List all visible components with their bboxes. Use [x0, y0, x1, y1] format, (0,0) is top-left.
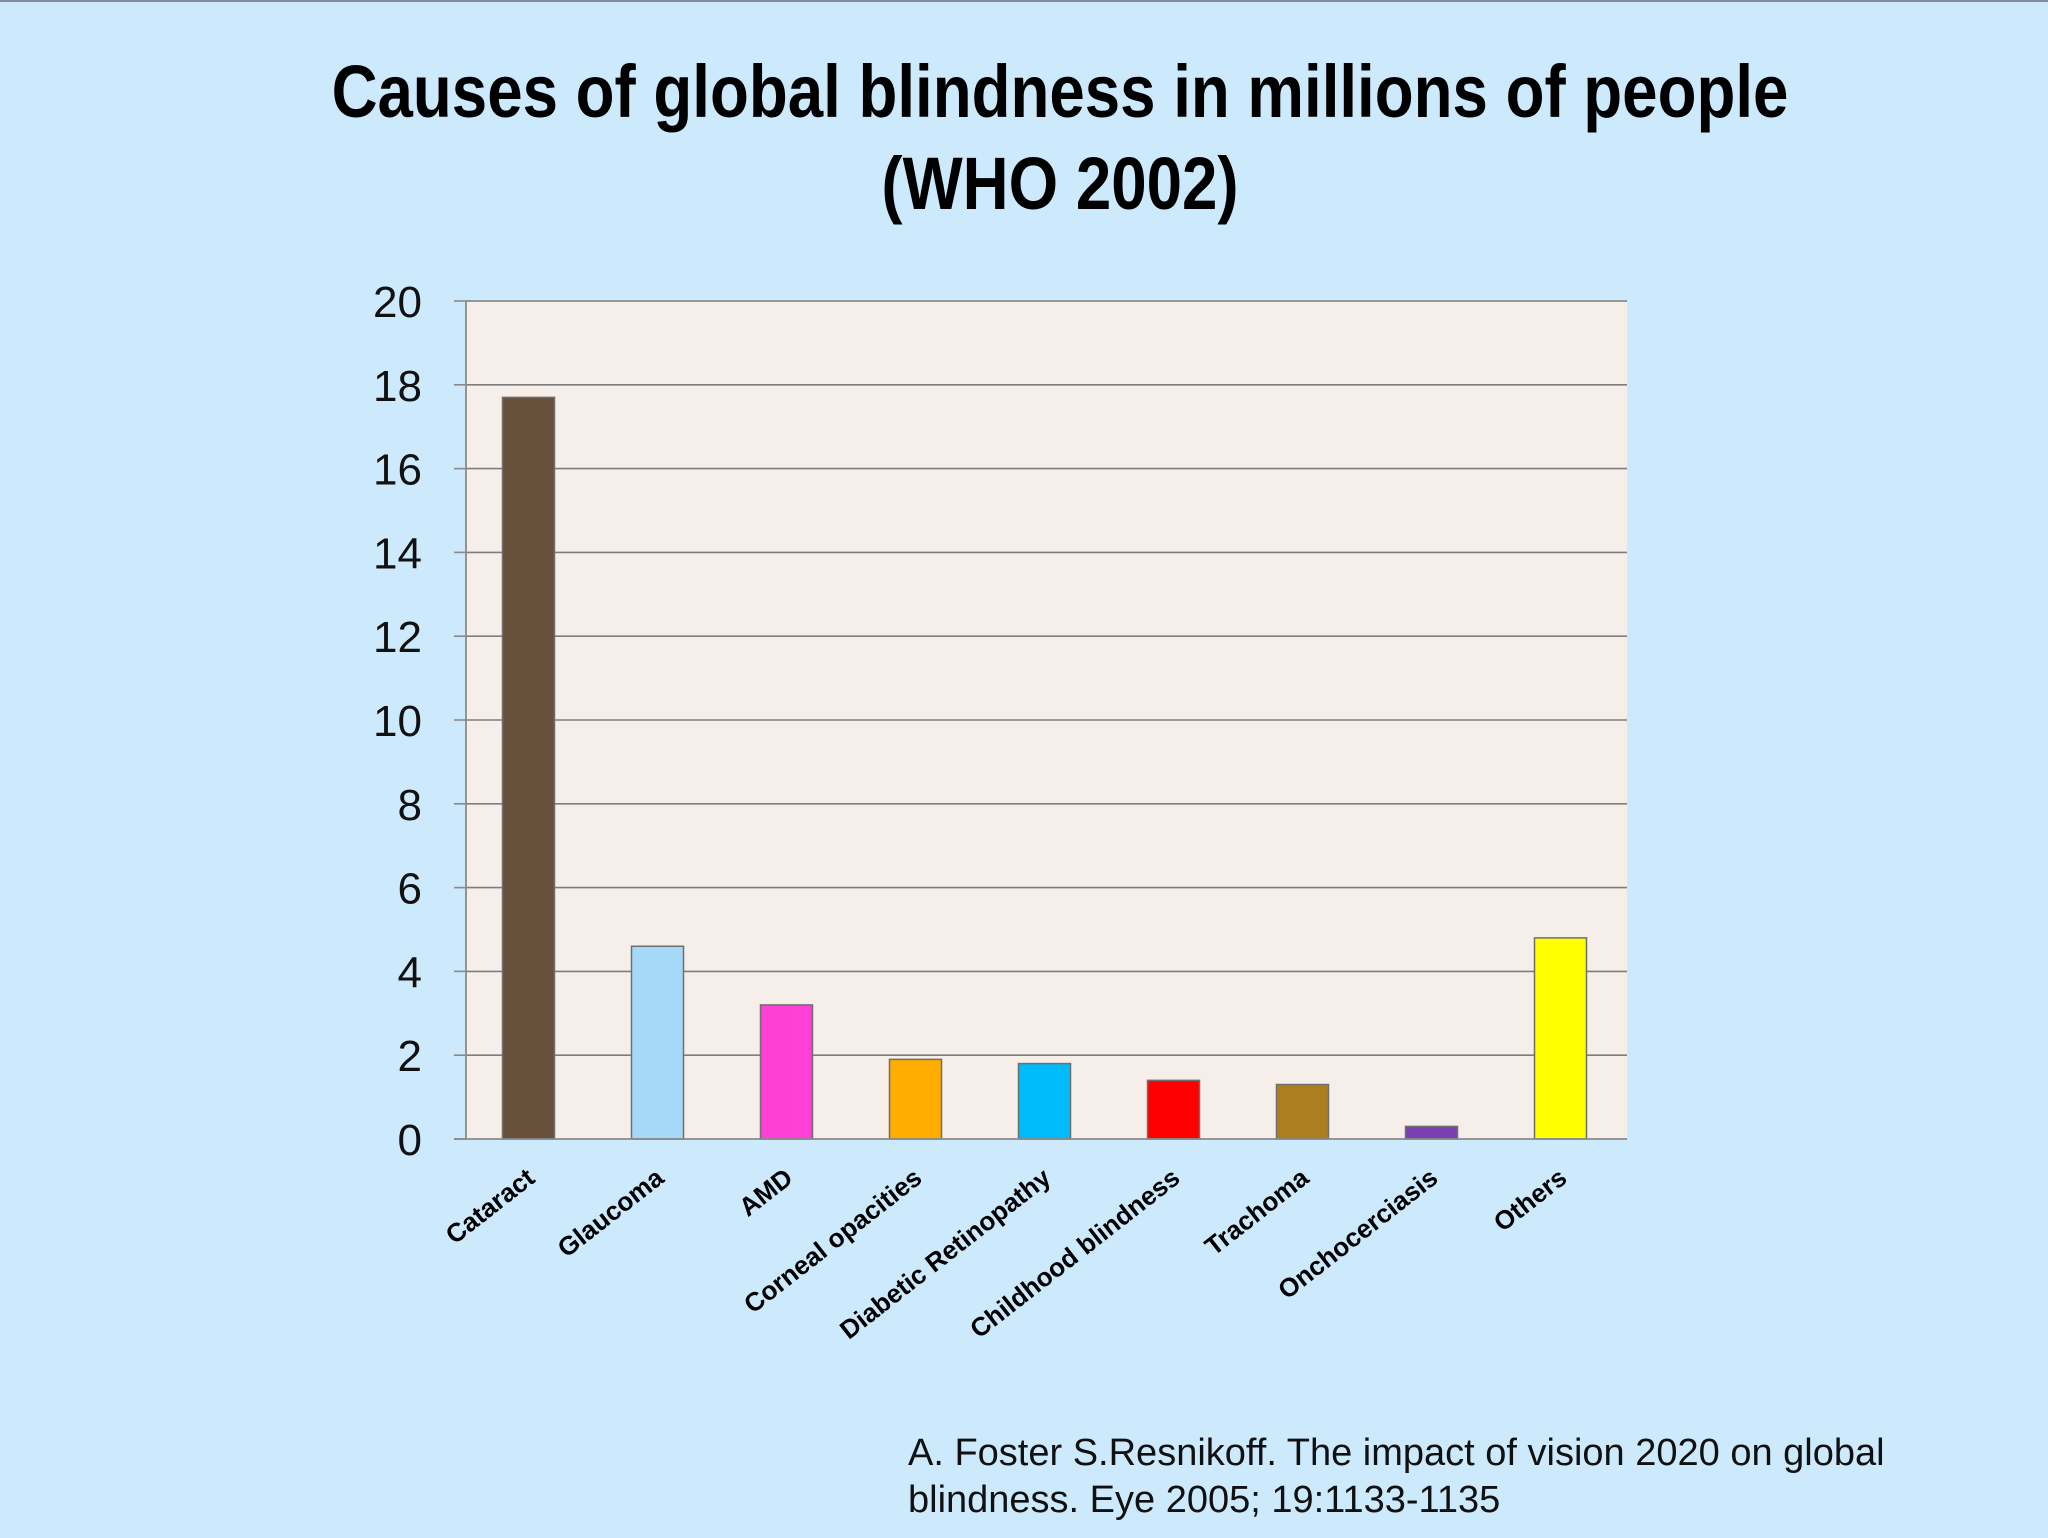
- axes: [454, 300, 1627, 1140]
- page-title: Causes of global blindness in millions o…: [148, 46, 1971, 230]
- title-line-2: (WHO 2002): [881, 142, 1239, 225]
- bar-corneal-opacities: [888, 1058, 943, 1140]
- y-tick-label: 16: [373, 446, 422, 495]
- x-tick-label: Cataract: [440, 1162, 541, 1250]
- x-tick-label: Childhood blindness: [964, 1162, 1185, 1344]
- bar-childhood-blindness: [1146, 1079, 1201, 1140]
- x-tick-label: AMD: [733, 1162, 798, 1222]
- citation: A. Foster S.Resnikoff. The impact of vis…: [908, 1430, 2028, 1524]
- bar-others: [1533, 937, 1588, 1140]
- y-tick-label: 0: [398, 1116, 422, 1165]
- bar-cataract: [501, 396, 556, 1140]
- bar-trachoma: [1275, 1083, 1330, 1140]
- citation-line-2: blindness. Eye 2005; 19:1133-1135: [908, 1479, 1501, 1521]
- x-tick-label: Trachoma: [1199, 1162, 1315, 1262]
- bar-diabetic-retinopathy: [1017, 1062, 1072, 1140]
- y-tick-label: 4: [398, 948, 422, 997]
- y-tick-label: 2: [398, 1032, 422, 1081]
- y-tick-label: 10: [373, 697, 422, 746]
- x-tick-label: Others: [1488, 1162, 1573, 1237]
- y-tick-label: 6: [398, 865, 422, 914]
- x-tick-label: Glaucoma: [552, 1162, 670, 1263]
- bar-amd: [759, 1004, 814, 1140]
- y-tick-label: 20: [373, 278, 422, 327]
- bars: [501, 396, 1588, 1140]
- y-tick-labels: 0 2 4 6 8 10 12 14 16 18 20: [373, 278, 422, 1165]
- title-line-1: Causes of global blindness in millions o…: [331, 50, 1789, 133]
- y-tick-label: 18: [373, 362, 422, 411]
- bar-glaucoma: [630, 945, 685, 1140]
- y-tick-label: 14: [373, 529, 422, 578]
- y-tick-label: 12: [373, 613, 422, 662]
- bar-onchocerciasis: [1404, 1125, 1459, 1140]
- x-tick-label: Diabetic Retinopathy: [834, 1162, 1057, 1345]
- y-tick-label: 8: [398, 781, 422, 830]
- citation-line-1: A. Foster S.Resnikoff. The impact of vis…: [908, 1432, 1885, 1474]
